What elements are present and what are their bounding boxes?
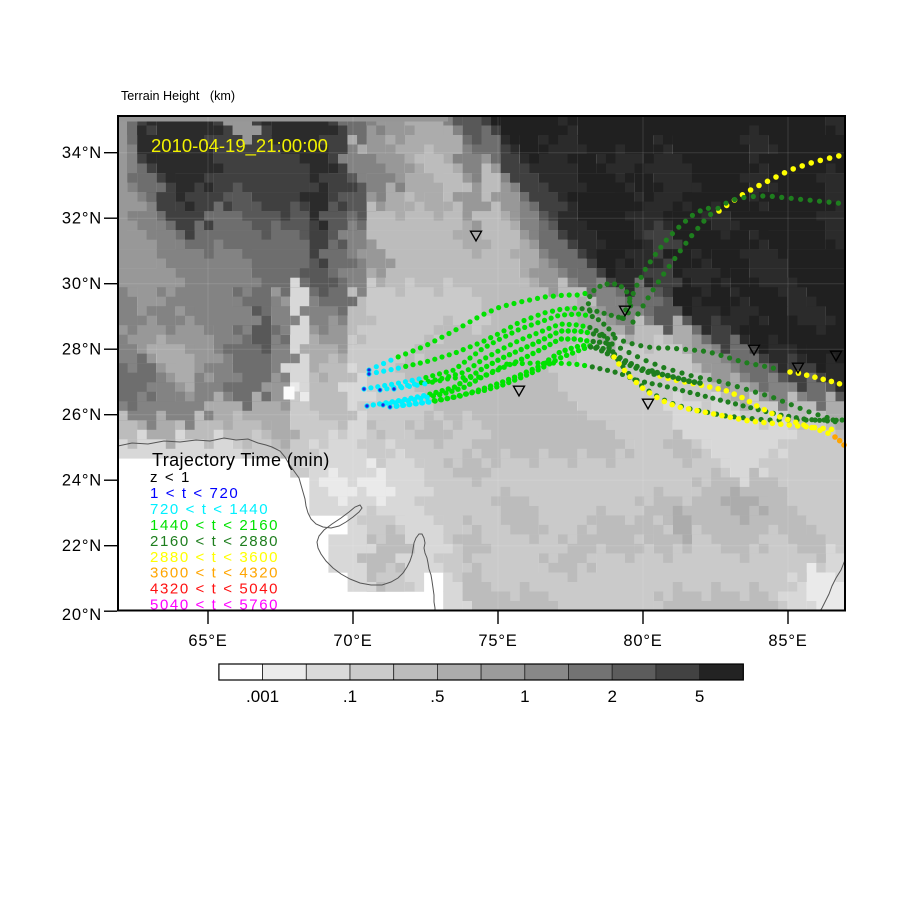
svg-text:720 < t < 1440: 720 < t < 1440 [150, 501, 269, 518]
svg-text:4320 < t < 5040: 4320 < t < 5040 [150, 581, 279, 598]
svg-text:75°E: 75°E [478, 632, 517, 650]
svg-text:3600 < t < 4320: 3600 < t < 4320 [150, 565, 279, 582]
svg-text:5: 5 [695, 687, 704, 706]
svg-text:34°N: 34°N [62, 144, 102, 162]
svg-text:2: 2 [607, 687, 616, 706]
svg-text:70°E: 70°E [333, 632, 372, 650]
svg-text:1: 1 [520, 687, 529, 706]
svg-text:26°N: 26°N [62, 406, 102, 424]
svg-text:28°N: 28°N [62, 341, 102, 359]
svg-text:z < 1: z < 1 [150, 469, 191, 486]
svg-text:Trajectory Time (min): Trajectory Time (min) [152, 450, 330, 470]
svg-text:20°N: 20°N [62, 606, 102, 624]
svg-text:.1: .1 [343, 687, 357, 706]
svg-text:1440 < t < 2160: 1440 < t < 2160 [150, 517, 279, 534]
svg-text:30°N: 30°N [62, 275, 102, 293]
svg-text:85°E: 85°E [768, 632, 807, 650]
svg-text:.001: .001 [246, 687, 279, 706]
svg-text:22°N: 22°N [62, 537, 102, 555]
svg-text:2010-04-19_21:00:00: 2010-04-19_21:00:00 [151, 135, 328, 157]
svg-text:.5: .5 [430, 687, 444, 706]
svg-text:80°E: 80°E [623, 632, 662, 650]
svg-text:1 < t < 720: 1 < t < 720 [150, 485, 239, 502]
svg-text:65°E: 65°E [188, 632, 227, 650]
svg-text:24°N: 24°N [62, 472, 102, 490]
svg-text:32°N: 32°N [62, 210, 102, 228]
svg-text:Terrain Height (km): Terrain Height (km) [121, 89, 235, 103]
svg-text:5040 < t < 5760: 5040 < t < 5760 [150, 597, 279, 614]
svg-text:2160 < t < 2880: 2160 < t < 2880 [150, 533, 279, 550]
svg-text:2880 < t < 3600: 2880 < t < 3600 [150, 549, 279, 566]
